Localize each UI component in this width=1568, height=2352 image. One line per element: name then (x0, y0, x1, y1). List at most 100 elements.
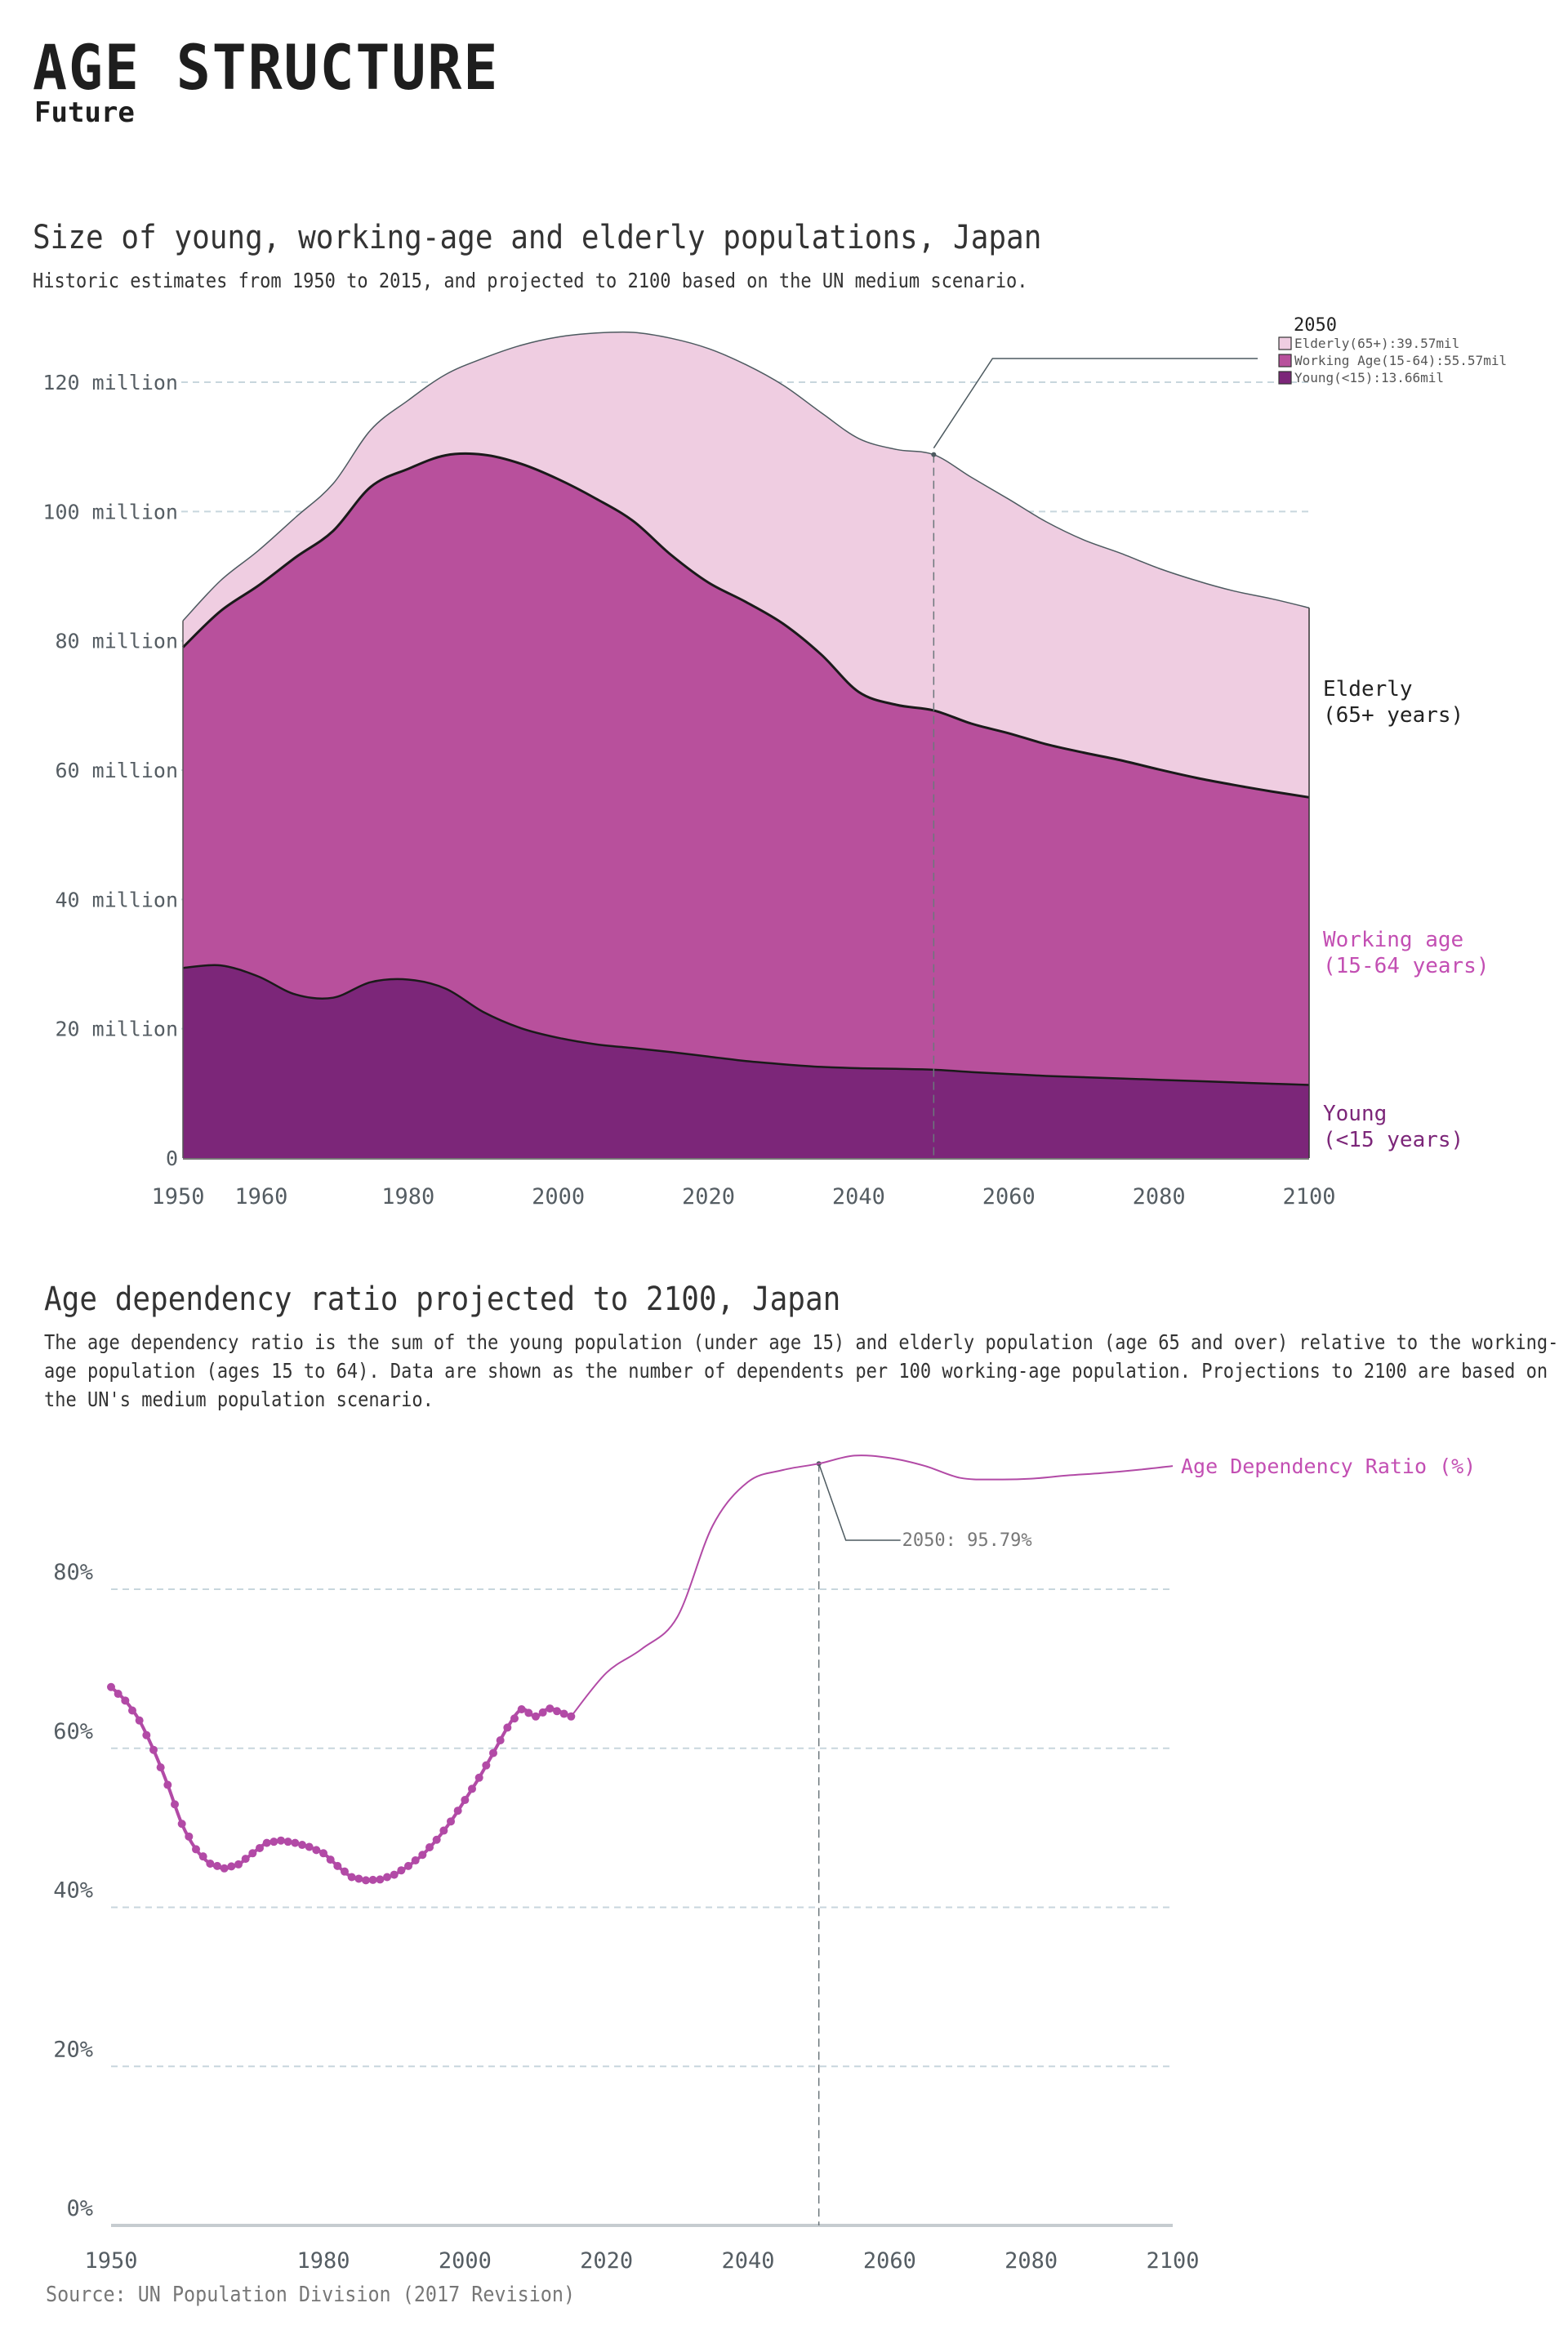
data-point-marker (135, 1716, 144, 1725)
y-tick-label: 100 million (42, 500, 178, 523)
legend-swatch-young (1278, 371, 1292, 385)
chart2-gridlines (111, 1588, 1173, 2227)
data-point-marker (404, 1861, 412, 1870)
legend-item-elderly: Elderly(65+):39.57mil (1294, 336, 1459, 351)
chart2-title: Age dependency ratio projected to 2100, … (44, 1281, 841, 1318)
data-point-marker (376, 1875, 385, 1884)
data-point-marker (149, 1745, 158, 1754)
data-point-marker (489, 1748, 497, 1757)
data-point-marker (474, 1773, 483, 1782)
callout-line (817, 1463, 901, 1541)
area-working-age (183, 453, 1309, 1085)
chart2-x-tick-labels: 1950 1980 2000 2020 2040 2060 2080 2100 (84, 2248, 1199, 2274)
data-point-marker (142, 1731, 151, 1740)
data-point-marker (213, 1861, 221, 1870)
data-point-marker (461, 1796, 470, 1805)
data-point-marker (319, 1849, 327, 1858)
data-point-marker (163, 1780, 172, 1789)
y-tick-label: 40 million (55, 888, 178, 911)
legend-swatch-elderly (1278, 336, 1292, 350)
x-tick-label: 2000 (532, 1184, 585, 1209)
page-subtitle: Future (34, 96, 135, 129)
x-tick-label: 1950 (151, 1184, 204, 1209)
highlight-point (931, 452, 937, 457)
data-point-marker (341, 1867, 349, 1876)
page-title: AGE STRUCTURE (33, 31, 500, 104)
x-tick-label: 2040 (721, 2248, 774, 2274)
line-total (182, 331, 1310, 621)
data-point-marker (277, 1836, 285, 1845)
series-label: Age Dependency Ratio (%) (1181, 1454, 1476, 1478)
data-point-marker (185, 1832, 194, 1841)
data-point-marker (298, 1841, 306, 1850)
chart2-annotation: 2050: 95.79% (816, 1461, 1032, 2225)
data-point-marker (546, 1704, 555, 1713)
chart1-areas (181, 331, 1310, 1158)
data-point-marker (262, 1838, 271, 1847)
y-tick-label: 80 million (55, 630, 178, 653)
x-tick-label: 2060 (982, 1184, 1036, 1209)
data-point-marker (198, 1852, 207, 1861)
area-elderly (183, 332, 1309, 798)
data-point-marker (432, 1835, 441, 1844)
data-point-marker (326, 1855, 335, 1864)
population-area-chart: 0 20 million 40 million 60 million 80 millio… (42, 315, 1507, 1209)
x-tick-label: 2040 (832, 1184, 885, 1209)
chart2-markers (107, 1682, 576, 1885)
ratio-line-projected (570, 1454, 1174, 1717)
callout-line (933, 358, 1258, 449)
data-point-marker (482, 1761, 491, 1770)
data-point-marker (411, 1856, 420, 1865)
marker-guide (111, 1687, 571, 1881)
data-point-marker (425, 1842, 434, 1851)
y-tick-label: 40% (53, 1878, 93, 1904)
data-point-marker (368, 1875, 377, 1884)
ratio-line-historic (109, 1686, 572, 1882)
data-point-marker (291, 1838, 300, 1847)
data-point-marker (347, 1873, 356, 1882)
series-label-elderly: Elderly (1323, 677, 1413, 702)
source-note: Source: UN Population Division (2017 Rev… (46, 2283, 576, 2307)
line-working-top (181, 452, 1310, 799)
data-point-marker (362, 1876, 370, 1885)
data-point-marker (496, 1736, 505, 1745)
y-tick-label: 0 (166, 1147, 178, 1170)
data-point-marker (220, 1864, 229, 1873)
x-tick-label: 2000 (439, 2248, 492, 2274)
chart2-series-label: Age Dependency Ratio (%) (1181, 1454, 1476, 1478)
data-point-marker (397, 1866, 406, 1875)
legend-item-young: Young(<15):13.66mil (1294, 370, 1444, 385)
data-point-marker (532, 1712, 540, 1721)
x-tick-label: 2020 (682, 1184, 735, 1209)
y-tick-label: 60 million (55, 759, 178, 782)
data-point-marker (538, 1708, 547, 1717)
x-tick-label: 2100 (1146, 2248, 1199, 2274)
data-point-marker (447, 1817, 455, 1826)
chart2-description: The age dependency ratio is the sum of t… (44, 1330, 1559, 1411)
y-tick-label: 20% (53, 2037, 93, 2062)
data-point-marker (390, 1870, 399, 1879)
data-point-marker (383, 1873, 391, 1882)
chart1-x-tick-labels: 1950 1960 1980 2000 2020 2040 2060 2080 2100 (151, 1184, 1335, 1209)
data-point-marker (256, 1843, 264, 1852)
data-point-marker (439, 1826, 448, 1835)
chart1-axes (182, 608, 1310, 1160)
data-point-marker (283, 1838, 292, 1846)
data-point-marker (418, 1851, 427, 1860)
data-point-marker (171, 1800, 179, 1809)
y-tick-label: 0% (66, 2196, 93, 2221)
data-point-marker (524, 1708, 533, 1717)
data-point-marker (468, 1784, 476, 1793)
data-point-marker (121, 1696, 130, 1705)
y-tick-label: 20 million (55, 1018, 178, 1041)
x-tick-label: 2080 (1133, 1184, 1186, 1209)
data-point-marker (156, 1763, 165, 1772)
y-tick-label: 80% (53, 1560, 93, 1585)
data-point-marker (206, 1859, 215, 1868)
x-tick-label: 1960 (234, 1184, 287, 1209)
x-tick-label: 2080 (1004, 2248, 1058, 2274)
data-point-marker (354, 1874, 363, 1883)
chart2-y-tick-labels: 0% 20% 40% 60% 80% (53, 1560, 93, 2221)
tooltip-year: 2050 (1294, 315, 1337, 336)
data-point-marker (177, 1820, 186, 1829)
